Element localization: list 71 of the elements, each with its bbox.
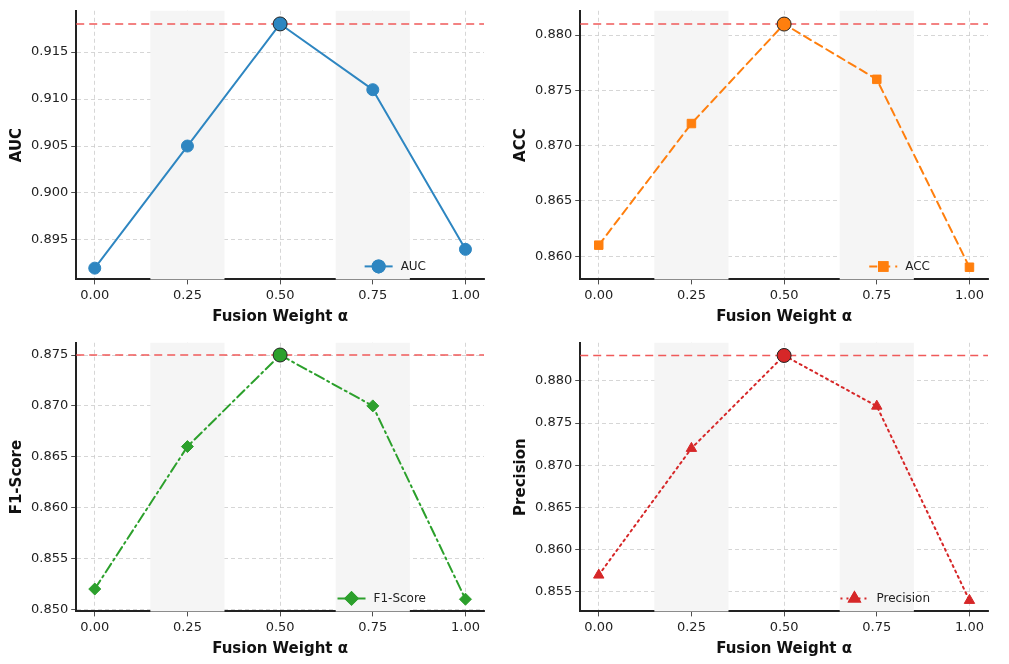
point (964, 262, 975, 272)
y-tick-label: 0.880 (535, 372, 573, 388)
point (88, 261, 102, 275)
x-axis-title: Fusion Weight α (212, 306, 349, 325)
x-tick-label: 0.75 (862, 618, 892, 634)
point (458, 592, 472, 606)
x-tick-label: 1.00 (450, 286, 480, 302)
y-tick-label: 0.905 (31, 137, 69, 153)
point (458, 242, 472, 256)
point (180, 440, 194, 454)
y-tick-label: 0.860 (535, 247, 573, 263)
x-tick-label: 0.75 (358, 618, 388, 634)
x-tick-label: 0.75 (862, 286, 892, 302)
y-axis-title: AUC (6, 127, 25, 163)
x-tick-label: 0.00 (80, 618, 110, 634)
y-tick-label: 0.850 (31, 600, 69, 616)
x-tick-label: 0.25 (676, 286, 706, 302)
point (366, 399, 380, 413)
x-axis-title: Fusion Weight α (716, 306, 853, 325)
y-tick-label: 0.910 (31, 90, 69, 106)
y-tick-label: 0.865 (31, 448, 69, 464)
x-tick-label: 0.50 (265, 286, 295, 302)
y-tick-label: 0.855 (31, 549, 69, 565)
x-tick-label: 0.25 (172, 618, 202, 634)
y-tick-label: 0.860 (535, 541, 573, 557)
y-tick-label: 0.870 (535, 137, 573, 153)
point (686, 118, 697, 129)
x-tick-label: 0.00 (584, 618, 614, 634)
legend-label: ACC (905, 258, 931, 273)
x-tick-label: 0.50 (265, 618, 295, 634)
y-tick-label: 0.865 (535, 498, 573, 514)
point (180, 139, 194, 153)
legend-label: Precision (876, 590, 930, 605)
point (593, 568, 605, 579)
point (88, 582, 102, 596)
y-tick-label: 0.875 (535, 81, 573, 97)
y-tick-label: 0.870 (31, 397, 69, 413)
x-axis-title: Fusion Weight α (716, 638, 853, 657)
y-axis-title: Precision (510, 438, 529, 516)
point (872, 74, 882, 85)
x-tick-label: 0.00 (584, 286, 614, 302)
point (366, 83, 380, 97)
x-tick-label: 0.00 (80, 286, 110, 302)
x-tick-label: 0.25 (172, 286, 202, 302)
legend-label: AUC (400, 258, 426, 273)
y-axis-title: ACC (510, 128, 529, 162)
point (594, 240, 604, 250)
y-tick-label: 0.895 (31, 231, 69, 247)
y-axis-title: F1-Score (6, 439, 25, 515)
x-tick-label: 1.00 (954, 286, 984, 302)
point (871, 399, 883, 410)
y-tick-label: 0.900 (31, 184, 69, 200)
y-tick-label: 0.855 (535, 583, 573, 599)
x-tick-label: 0.75 (358, 286, 388, 302)
y-tick-label: 0.915 (31, 43, 69, 59)
x-axis-title: Fusion Weight α (212, 638, 349, 657)
y-tick-label: 0.870 (535, 456, 573, 472)
x-tick-label: 0.50 (769, 618, 799, 634)
point (776, 347, 792, 363)
y-tick-label: 0.875 (535, 414, 573, 430)
y-tick-label: 0.875 (31, 346, 69, 362)
x-tick-label: 0.50 (769, 286, 799, 302)
point (685, 441, 698, 452)
point (963, 593, 976, 604)
legend-label: F1-Score (373, 590, 427, 605)
y-tick-label: 0.880 (535, 26, 573, 42)
y-tick-label: 0.865 (535, 192, 573, 208)
x-tick-label: 1.00 (450, 618, 480, 634)
x-tick-label: 1.00 (954, 618, 984, 634)
y-tick-label: 0.860 (31, 499, 69, 514)
x-tick-label: 0.25 (676, 618, 706, 634)
